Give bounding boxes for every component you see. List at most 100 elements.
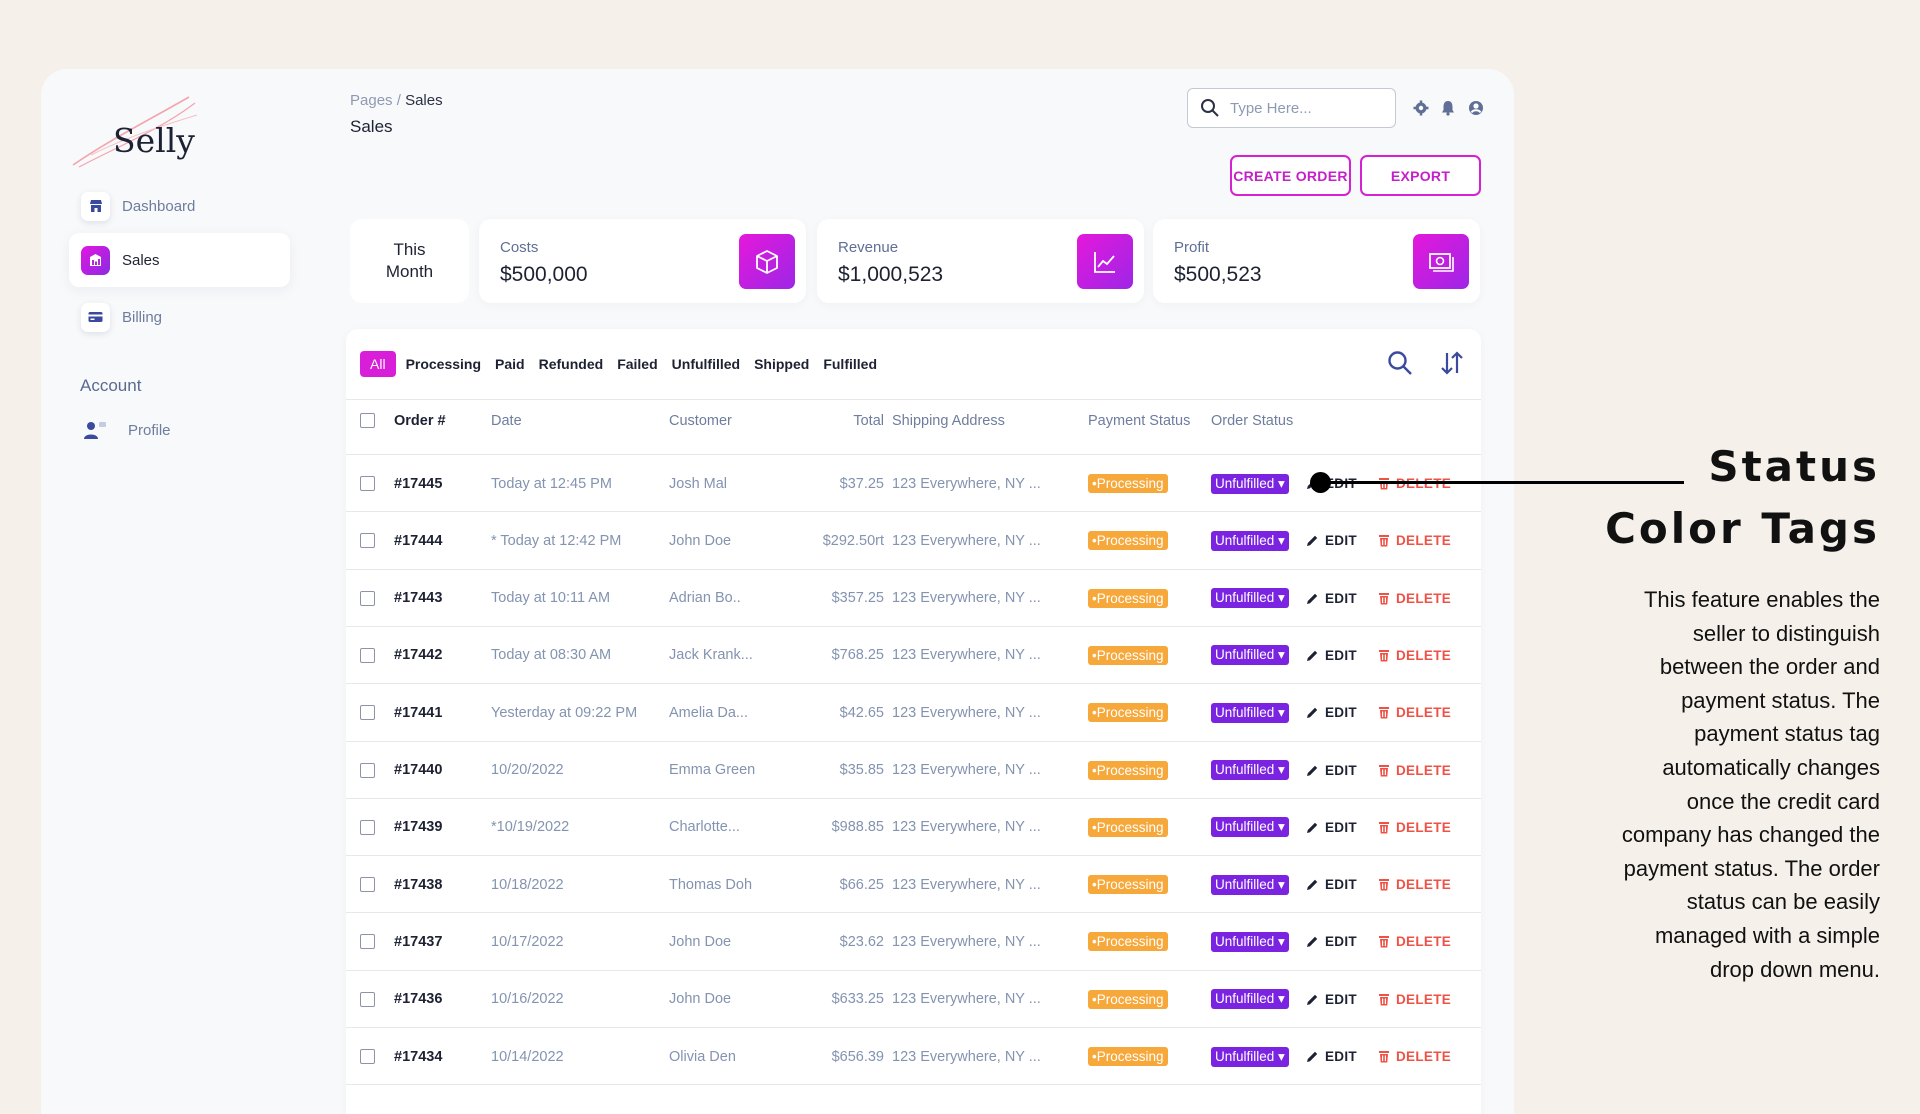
column-order[interactable]: Order # <box>394 412 446 429</box>
search-box[interactable] <box>1187 88 1396 128</box>
table-row[interactable]: #17439 *10/19/2022 Charlotte... $988.85 123 … <box>346 799 1481 856</box>
breadcrumb-root[interactable]: Pages <box>350 92 393 109</box>
order-status-dropdown[interactable]: Unfulfilled ▾ <box>1211 473 1289 494</box>
order-number[interactable]: #17445 <box>394 475 443 492</box>
order-status-dropdown[interactable]: Unfulfilled ▾ <box>1211 1046 1289 1067</box>
period-selector[interactable]: This Month <box>350 219 469 303</box>
cube-icon <box>739 234 795 289</box>
filter-processing[interactable]: Processing <box>405 356 482 372</box>
row-checkbox[interactable] <box>360 934 375 950</box>
account-circle-icon[interactable] <box>1468 100 1484 116</box>
order-number[interactable]: #17442 <box>394 647 443 664</box>
table-row[interactable]: #17436 10/16/2022 John Doe $633.25 123 Every… <box>346 971 1481 1028</box>
order-status-dropdown[interactable]: Unfulfilled ▾ <box>1211 874 1289 895</box>
delete-button[interactable]: DELETE <box>1378 684 1451 741</box>
order-status-dropdown[interactable]: Unfulfilled ▾ <box>1211 530 1289 551</box>
customer-name: Adrian Bo.. <box>669 590 741 607</box>
delete-button[interactable]: DELETE <box>1378 1028 1451 1085</box>
order-number[interactable]: #17438 <box>394 876 443 893</box>
delete-button[interactable]: DELETE <box>1378 742 1451 799</box>
export-button[interactable]: EXPORT <box>1360 155 1481 196</box>
order-status-dropdown[interactable]: Unfulfilled ▾ <box>1211 817 1289 838</box>
row-checkbox[interactable] <box>360 991 375 1007</box>
table-row[interactable]: #17443 Today at 10:11 AM Adrian Bo.. $357.2… <box>346 570 1481 627</box>
table-search-icon[interactable] <box>1386 349 1414 377</box>
delete-button[interactable]: DELETE <box>1378 856 1451 913</box>
column-customer[interactable]: Customer <box>669 412 732 429</box>
table-row[interactable]: #17441 Yesterday at 09:22 PM Amelia Da... $… <box>346 684 1481 741</box>
sort-icon[interactable] <box>1438 349 1466 377</box>
edit-button[interactable]: EDIT <box>1306 913 1357 970</box>
table-row[interactable]: #17442 Today at 08:30 AM Jack Krank... $768… <box>346 627 1481 684</box>
order-total: $988.85 <box>831 819 884 836</box>
order-number[interactable]: #17444 <box>394 532 443 549</box>
edit-button[interactable]: EDIT <box>1306 742 1357 799</box>
edit-button[interactable]: EDIT <box>1306 570 1357 627</box>
order-date: Today at 08:30 AM <box>491 647 612 664</box>
edit-button[interactable]: EDIT <box>1306 799 1357 856</box>
delete-button[interactable]: DELETE <box>1378 570 1451 627</box>
row-checkbox[interactable] <box>360 476 375 491</box>
column-total[interactable]: Total <box>853 412 884 429</box>
delete-button[interactable]: DELETE <box>1378 799 1451 856</box>
table-row[interactable]: #17444 * Today at 12:42 PM John Doe $292.50… <box>346 512 1481 569</box>
bell-icon[interactable] <box>1440 100 1456 116</box>
row-checkbox[interactable] <box>360 705 375 721</box>
order-status-dropdown[interactable]: Unfulfilled ▾ <box>1211 931 1289 952</box>
column-order-status[interactable]: Order Status <box>1211 412 1294 429</box>
filter-failed[interactable]: Failed <box>617 356 658 372</box>
order-number[interactable]: #17443 <box>394 590 443 607</box>
filter-all[interactable]: All <box>360 351 396 377</box>
row-checkbox[interactable] <box>360 590 375 606</box>
table-row[interactable]: #17437 10/17/2022 John Doe $23.62 123 Everyw… <box>346 913 1481 970</box>
delete-button[interactable]: DELETE <box>1378 971 1451 1028</box>
sidebar-item-billing[interactable]: Billing <box>69 290 290 344</box>
table-row[interactable]: #17438 10/18/2022 Thomas Doh $66.25 123 Ever… <box>346 856 1481 913</box>
create-order-button[interactable]: CREATE ORDER <box>1230 155 1351 196</box>
column-shipping-address[interactable]: Shipping Address <box>892 412 1005 429</box>
row-checkbox[interactable] <box>360 819 375 835</box>
edit-button[interactable]: EDIT <box>1306 1028 1357 1085</box>
gear-icon[interactable] <box>1413 100 1429 116</box>
order-status-dropdown[interactable]: Unfulfilled ▾ <box>1211 760 1289 780</box>
order-number[interactable]: #17441 <box>394 704 443 721</box>
row-checkbox[interactable] <box>360 877 375 893</box>
order-status-dropdown[interactable]: Unfulfilled ▾ <box>1211 989 1289 1010</box>
edit-button[interactable]: EDIT <box>1306 512 1357 569</box>
order-number[interactable]: #17439 <box>394 819 443 836</box>
order-status-dropdown[interactable]: Unfulfilled ▾ <box>1211 702 1289 723</box>
order-number[interactable]: #17434 <box>394 1048 443 1065</box>
table-row[interactable]: #17440 10/20/2022 Emma Green $35.85 123 Ever… <box>346 742 1481 799</box>
sidebar-item-profile[interactable]: Profile <box>80 403 301 457</box>
filter-unfulfilled[interactable]: Unfulfilled <box>671 356 741 372</box>
brand-logo[interactable]: Selly <box>71 89 231 169</box>
row-checkbox[interactable] <box>360 647 375 663</box>
sidebar-item-dashboard[interactable]: Dashboard <box>69 179 290 233</box>
column-payment-status[interactable]: Payment Status <box>1088 412 1191 429</box>
delete-button[interactable]: DELETE <box>1378 913 1451 970</box>
filter-fulfilled[interactable]: Fulfilled <box>823 356 877 372</box>
order-status-dropdown[interactable]: Unfulfilled ▾ <box>1211 645 1289 666</box>
edit-button[interactable]: EDIT <box>1306 971 1357 1028</box>
table-row[interactable]: #17434 10/14/2022 Olivia Den $656.39 123 Eve… <box>346 1028 1481 1085</box>
delete-button[interactable]: DELETE <box>1378 512 1451 569</box>
edit-button[interactable]: EDIT <box>1306 856 1357 913</box>
filter-refunded[interactable]: Refunded <box>538 356 604 372</box>
order-number[interactable]: #17437 <box>394 933 443 950</box>
search-input[interactable] <box>1230 99 1380 117</box>
row-checkbox[interactable] <box>360 762 375 778</box>
row-checkbox[interactable] <box>360 533 375 549</box>
order-number[interactable]: #17440 <box>394 762 443 778</box>
table-row[interactable]: #17445 Today at 12:45 PM Josh Mal $37.25 123… <box>346 455 1481 512</box>
delete-button[interactable]: DELETE <box>1378 627 1451 684</box>
order-number[interactable]: #17436 <box>394 991 443 1008</box>
edit-button[interactable]: EDIT <box>1306 684 1357 741</box>
row-checkbox[interactable] <box>360 1049 375 1064</box>
filter-shipped[interactable]: Shipped <box>754 356 810 372</box>
edit-button[interactable]: EDIT <box>1306 627 1357 684</box>
select-all-checkbox[interactable] <box>360 413 375 428</box>
sidebar-item-sales[interactable]: Sales <box>69 233 290 287</box>
column-date[interactable]: Date <box>491 412 522 429</box>
filter-paid[interactable]: Paid <box>495 356 525 372</box>
order-status-dropdown[interactable]: Unfulfilled ▾ <box>1211 588 1289 609</box>
